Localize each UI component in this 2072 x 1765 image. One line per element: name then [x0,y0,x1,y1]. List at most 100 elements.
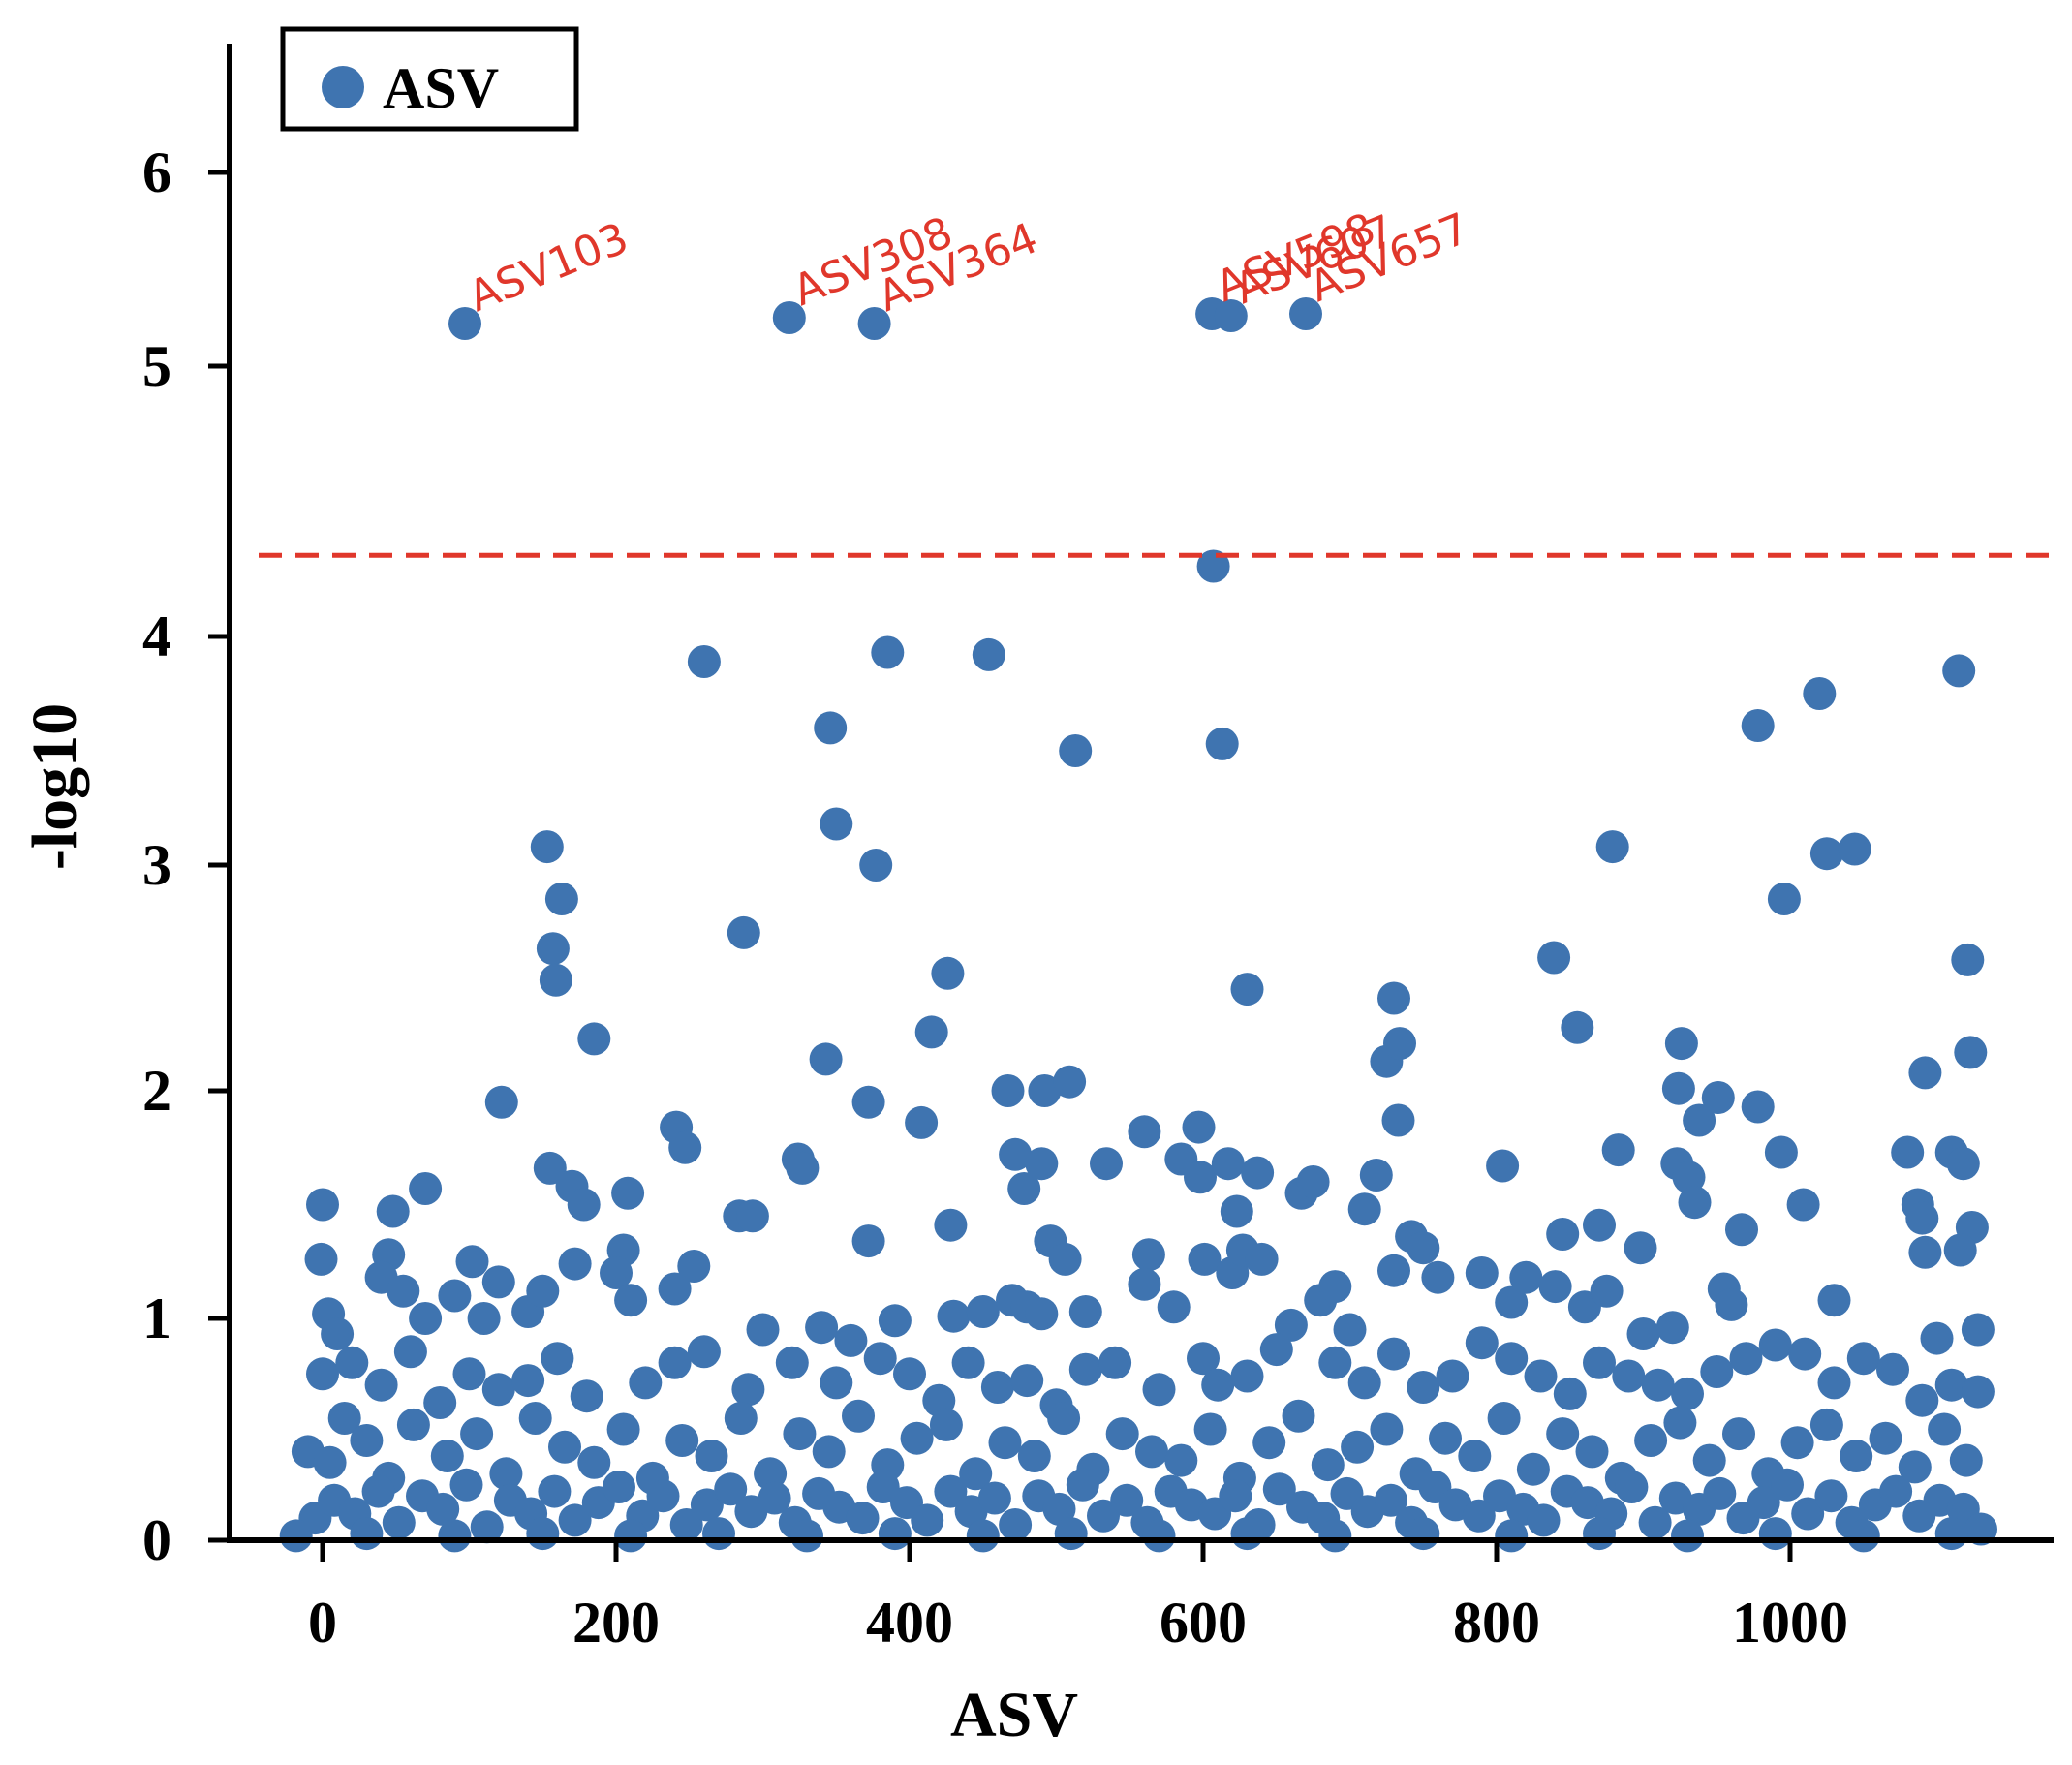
data-point [966,1295,1000,1328]
data-point [438,1279,472,1313]
data-point [1053,1065,1087,1099]
data-point [1758,1517,1792,1551]
data-point [438,1519,472,1553]
data-point [695,1440,728,1472]
y-tick-label: 5 [142,334,171,398]
data-point [1128,1267,1161,1301]
axes-layer: 0 1 2 3 4 5 6 0 200 400 600 800 1000 [142,44,2054,1655]
data-point [820,807,853,841]
data-point [538,1474,572,1508]
data-point [812,1435,846,1469]
data-point [1245,1242,1279,1276]
data-point [1546,1417,1580,1451]
data-point [1465,1326,1499,1360]
data-point [1715,1287,1748,1321]
data-point [1934,1368,1968,1402]
data-point [1758,1328,1792,1362]
data-point [972,637,1005,671]
data-point [1949,1443,1983,1477]
y-tick-label: 2 [142,1059,171,1123]
data-point [1486,1149,1520,1183]
data-point [426,1492,460,1526]
data-point [988,1426,1022,1460]
data-point [484,1085,518,1119]
data-point [1164,1443,1198,1477]
data-point [481,1265,515,1299]
data-point [805,1311,839,1345]
data-point [814,711,848,745]
data-point [1182,1110,1216,1144]
data-point [878,1304,912,1338]
data-point [772,301,806,334]
data-point [1495,1519,1529,1553]
data-point [539,963,572,997]
data-point [1943,1233,1977,1267]
x-tick-label: 800 [1453,1591,1540,1655]
data-point [1671,1519,1704,1553]
data-point [306,1188,339,1222]
data-point [570,1379,603,1413]
data-point [467,1302,501,1335]
data-point [1891,1135,1925,1169]
data-point [677,1250,711,1283]
data-point [1131,1238,1165,1272]
data-point [1421,1260,1455,1294]
y-tick-label: 4 [142,604,171,668]
data-point [350,1517,384,1551]
data-point [1700,1355,1734,1388]
data-point [842,1399,875,1433]
data-point [396,1408,430,1441]
data-point [350,1424,384,1457]
data-point [1516,1452,1550,1486]
data-point [1025,1147,1059,1181]
data-point [914,1015,948,1049]
data-point [1370,1412,1404,1446]
data-point [1214,299,1248,332]
data-point [1942,654,1976,688]
data-point [1017,1440,1051,1472]
data-point [530,830,564,864]
data-point [1767,882,1801,915]
data-point [905,1105,939,1139]
data-point [1188,1242,1222,1276]
data-point [1771,1468,1804,1502]
data-point [1142,1519,1176,1553]
data-point [1495,1342,1529,1376]
data-point [937,1299,971,1333]
data-point [820,1366,853,1400]
data-point [1187,1342,1220,1376]
data-point [1624,1231,1657,1265]
data-point [871,635,905,669]
data-point [306,1357,339,1391]
data-point [1252,1426,1286,1460]
data-point [1211,1147,1245,1181]
data-point [1407,1517,1440,1551]
legend-label: ASV [383,56,499,120]
data-point [991,1074,1025,1107]
data-point [646,1479,680,1513]
data-point [1429,1421,1462,1455]
data-point [1377,1337,1410,1371]
data-point [1042,1492,1076,1526]
data-point [279,1519,313,1553]
data-point [1595,830,1629,864]
data-point [1575,1435,1609,1469]
data-point [611,1176,645,1210]
data-point [1128,1115,1161,1149]
data-point [1047,1402,1081,1435]
data-point [409,1302,443,1335]
data-point [1230,1359,1264,1393]
data-point [1683,1103,1716,1137]
data-point [335,1346,369,1379]
data-point [893,1357,926,1391]
data-point [614,1284,648,1317]
data-point [1230,1517,1264,1551]
data-point [1786,1188,1820,1222]
data-point [1729,1342,1763,1376]
data-point [668,1130,702,1164]
data-point [934,1208,968,1242]
data-point [1098,1346,1132,1379]
data-point [1311,1448,1345,1482]
data-point [1561,1010,1594,1044]
data-point [1184,1161,1217,1194]
